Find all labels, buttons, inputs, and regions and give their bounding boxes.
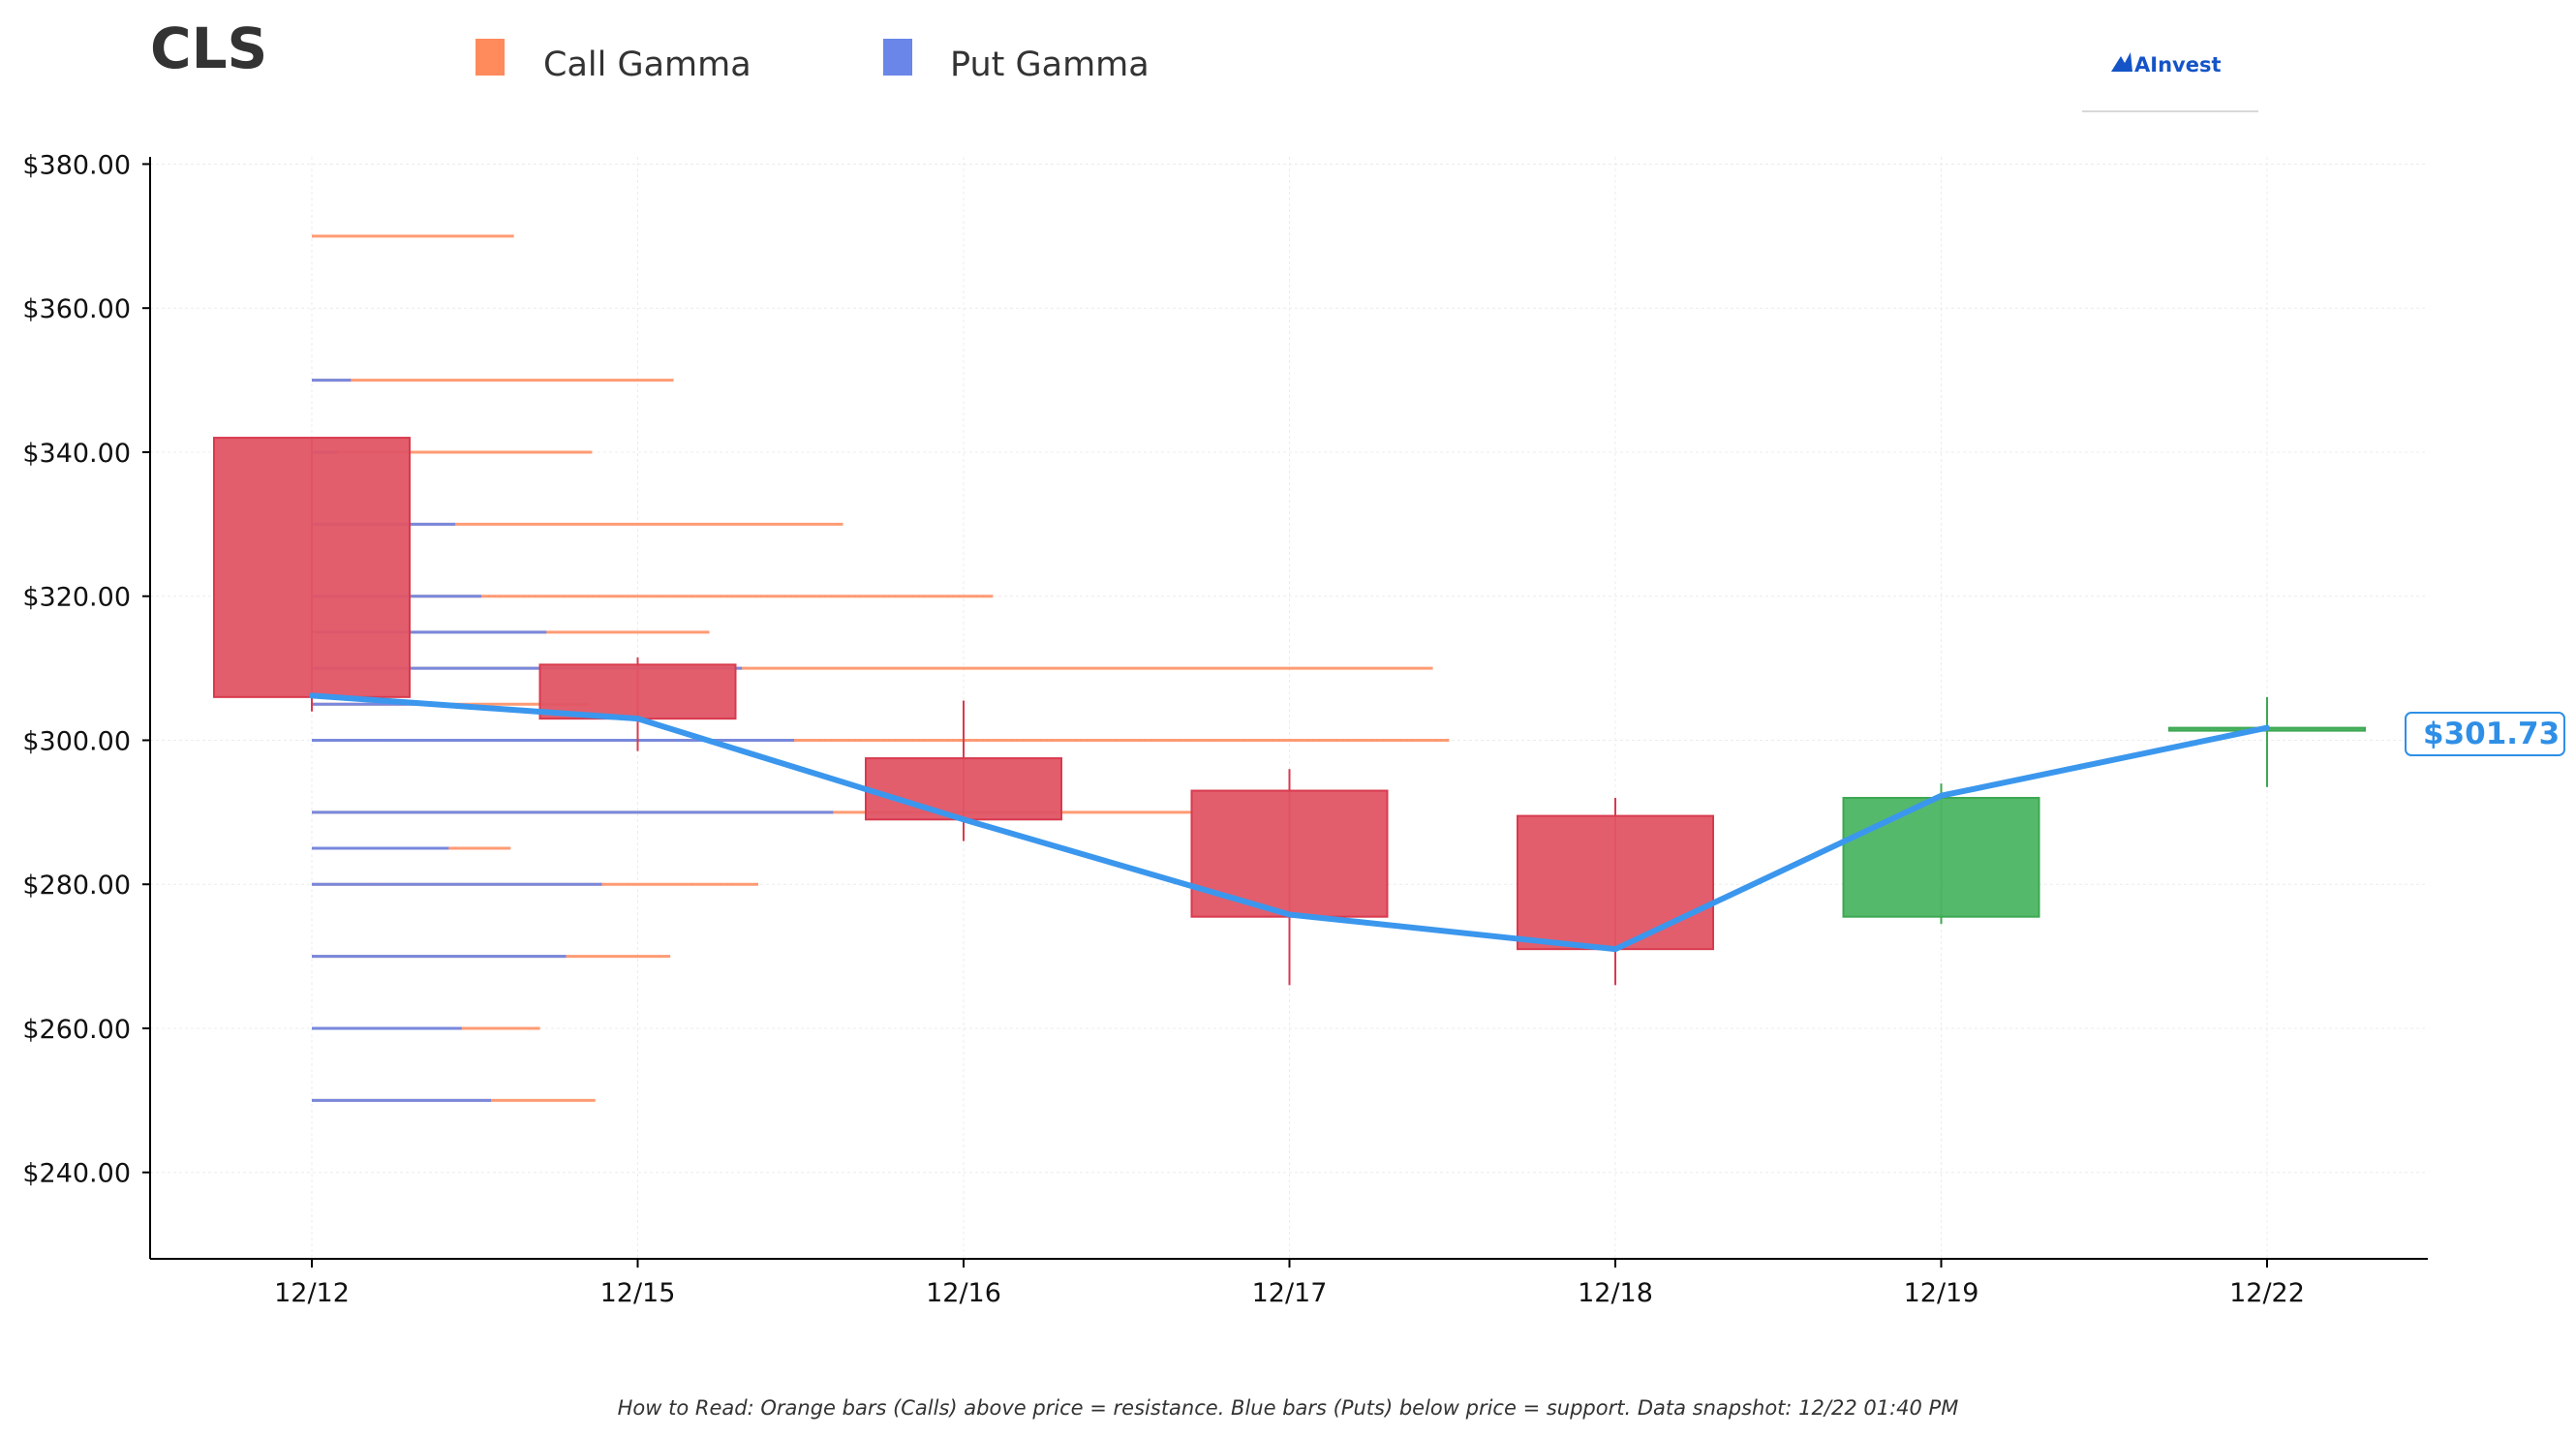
- candle-body-12/18: [1517, 814, 1714, 951]
- candle-12/19: [1842, 783, 2040, 925]
- current-price-tag: $301.73: [2405, 712, 2565, 756]
- current-price-value: $301.73: [2423, 717, 2560, 751]
- candle-body-12/19: [1842, 796, 2040, 918]
- candle-12/12: [213, 437, 411, 712]
- logo-text: AInvest: [2134, 53, 2222, 76]
- y-tick-label-4: $320.00: [22, 583, 131, 613]
- close-price-line: [309, 692, 2270, 953]
- ticker-title: CLS: [150, 15, 267, 81]
- x-tick-label-12/15: 12/15: [600, 1278, 676, 1308]
- legend-call-swatch: [475, 39, 505, 76]
- x-tick-label-12/12: 12/12: [274, 1278, 350, 1308]
- y-tick-label-5: $340.00: [22, 439, 131, 469]
- logo-mark-icon: [2111, 52, 2132, 72]
- candle-body-12/15: [538, 663, 737, 720]
- y-tick-label-3: $300.00: [22, 726, 131, 756]
- legend-put-label: Put Gamma: [950, 46, 1150, 84]
- y-tick-label-6: $360.00: [22, 294, 131, 324]
- x-tick-label-12/22: 12/22: [2229, 1278, 2305, 1308]
- y-tick-label-7: $380.00: [22, 150, 131, 180]
- candle-12/15: [538, 657, 737, 751]
- candle-body-12/17: [1190, 789, 1389, 918]
- y-tick-label-1: $260.00: [22, 1015, 131, 1045]
- x-tick-label-12/19: 12/19: [1904, 1278, 1979, 1308]
- candle-12/18: [1517, 797, 1714, 986]
- candle-12/17: [1190, 769, 1389, 986]
- x-tick-label-12/16: 12/16: [926, 1278, 1001, 1308]
- candle-body-12/12: [213, 437, 411, 698]
- candle-body-12/16: [865, 757, 1062, 821]
- current-price-box: [2405, 712, 2565, 756]
- x-tick-label-12/18: 12/18: [1578, 1278, 1653, 1308]
- candles-layer: [213, 437, 2366, 986]
- gamma-bars-layer: [312, 234, 1450, 1102]
- how-to-read-footnote: How to Read: Orange bars (Calls) above p…: [618, 1396, 1959, 1420]
- legend-put-swatch: [883, 39, 912, 76]
- legend-call-label: Call Gamma: [543, 46, 751, 84]
- y-tick-label-0: $240.00: [22, 1159, 131, 1189]
- axes-layer: $240.00 $260.00 $280.00 $300.00 $320.00 $340.…: [22, 150, 2428, 1308]
- candle-12/16: [865, 700, 1062, 841]
- ainvest-logo: AInvest: [2082, 52, 2258, 112]
- y-tick-label-2: $280.00: [22, 871, 131, 901]
- x-tick-label-12/17: 12/17: [1252, 1278, 1328, 1308]
- price-line-layer: [309, 692, 2270, 953]
